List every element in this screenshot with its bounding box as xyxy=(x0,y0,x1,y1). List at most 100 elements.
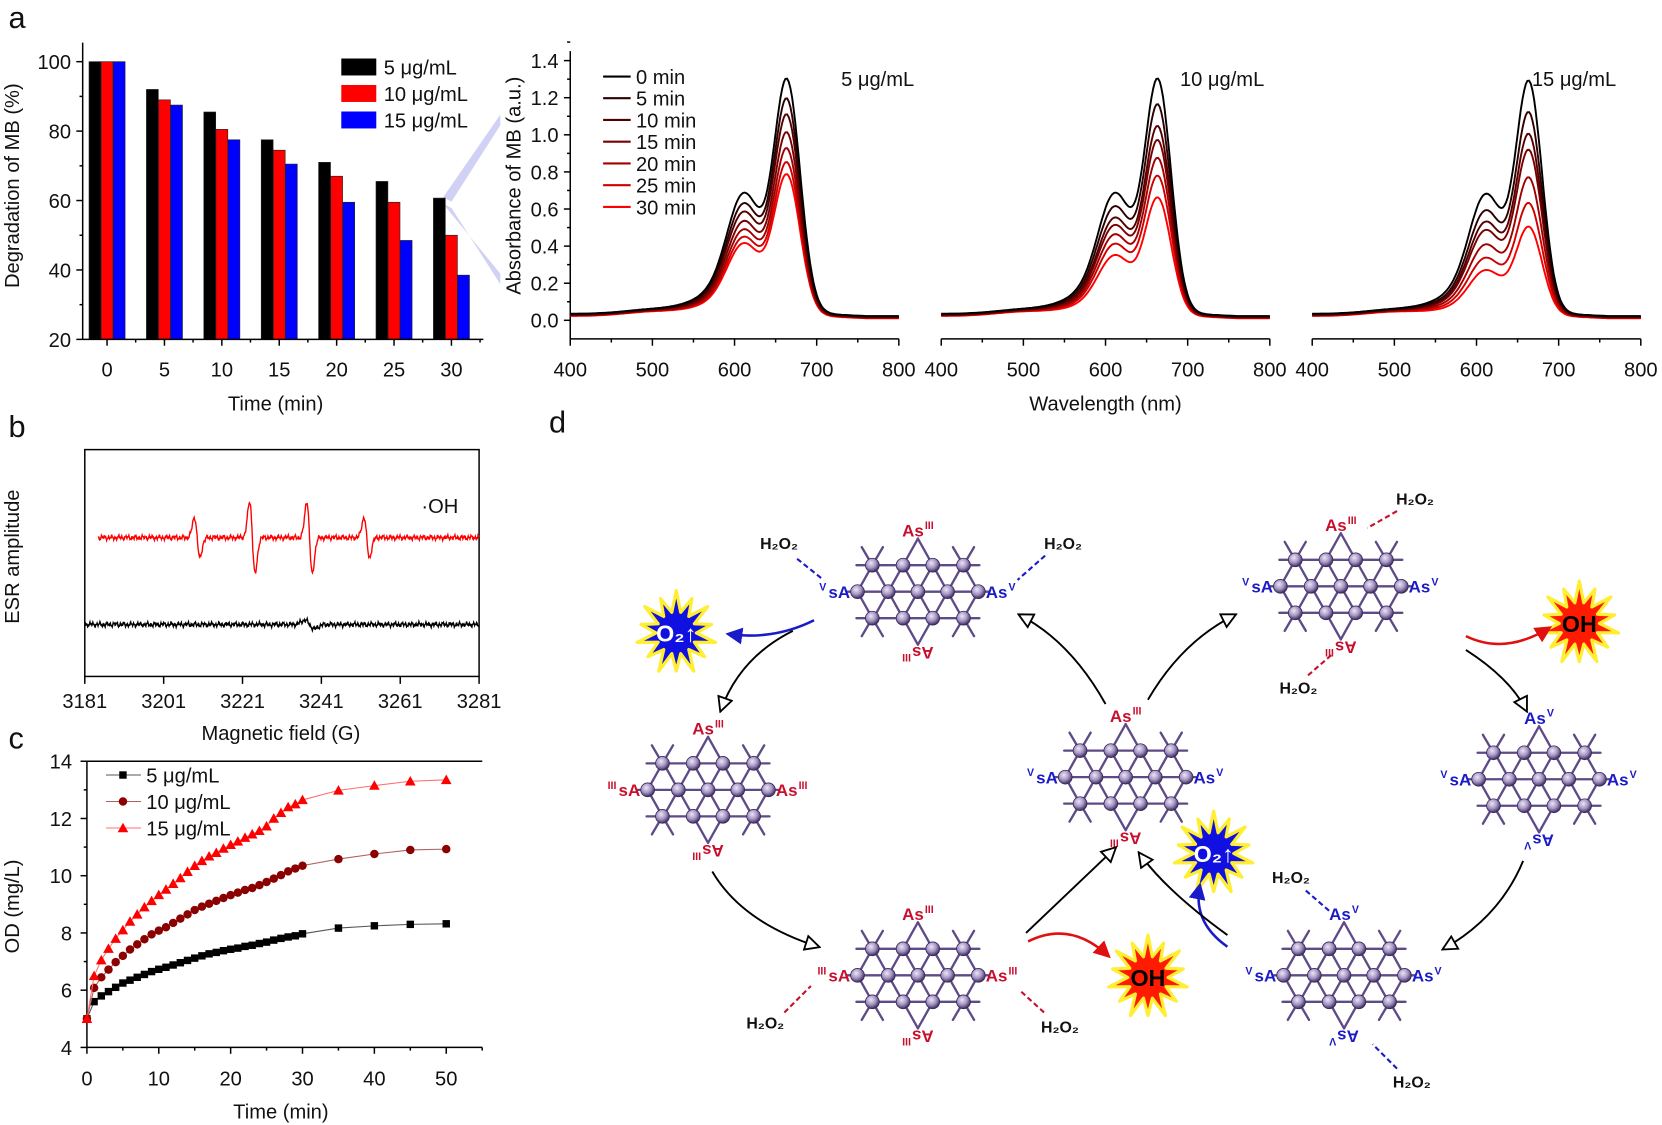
atom xyxy=(956,941,971,957)
data-point xyxy=(190,905,199,915)
legend-label: 20 min xyxy=(636,154,696,176)
data-point xyxy=(226,945,235,953)
atom xyxy=(940,968,955,983)
o2-release-burst-icon xyxy=(1172,809,1255,894)
oxidation-state: III xyxy=(1325,646,1334,658)
spectra-panel: 400 500 600 700 800 15 μg/mL xyxy=(1295,69,1657,381)
element-label: sA xyxy=(1450,771,1472,790)
atom xyxy=(1178,769,1194,785)
data-point xyxy=(233,888,243,897)
data-point xyxy=(334,924,343,932)
y-tick-label: 80 xyxy=(49,122,71,144)
oxidation-state: V xyxy=(819,582,826,594)
element-label: sA xyxy=(619,781,641,800)
y-tick-label: 12 xyxy=(50,809,72,831)
bar xyxy=(170,104,183,340)
oxidation-state: III xyxy=(1110,837,1119,849)
data-point xyxy=(262,877,271,887)
atom xyxy=(1382,994,1397,1010)
data-point xyxy=(246,828,258,839)
bar xyxy=(387,201,401,340)
esr-trace-oh xyxy=(97,501,480,575)
atom xyxy=(1321,941,1337,957)
atom xyxy=(1502,771,1517,787)
x-tick-label: 3281 xyxy=(457,691,502,713)
atom xyxy=(1318,552,1334,568)
as-label-right: AsV xyxy=(1409,576,1439,596)
data-point xyxy=(147,967,156,976)
x-tick-label: 0 xyxy=(81,1069,92,1091)
data-point xyxy=(191,954,199,962)
x-tick-label: 400 xyxy=(924,359,958,381)
y-tick-label: 14 xyxy=(50,752,72,774)
element-label: As xyxy=(1409,578,1431,597)
atom xyxy=(1103,743,1119,758)
spectrum-curve xyxy=(941,77,1270,318)
atom xyxy=(1379,605,1394,621)
data-point xyxy=(298,861,307,870)
element-label: As xyxy=(912,643,934,662)
data-point xyxy=(140,970,149,979)
data-point xyxy=(119,771,127,779)
bar xyxy=(285,163,298,340)
atom xyxy=(1351,994,1367,1010)
oxidation-state: V xyxy=(1027,767,1034,779)
x-tick-label: 500 xyxy=(1007,359,1041,381)
spectrum-curve xyxy=(570,77,899,318)
as-label-top: AsIII xyxy=(692,718,724,738)
as-label-top: AsIII xyxy=(902,520,934,540)
atom xyxy=(1118,769,1133,785)
x-tick-label: 500 xyxy=(1378,359,1412,381)
oh-series-label: ·OH xyxy=(421,496,458,518)
oxidation-state: III xyxy=(817,965,826,977)
as-label-right: AsIII xyxy=(986,965,1018,985)
element-label: As xyxy=(1110,707,1132,726)
data-point xyxy=(133,973,141,982)
element-label: As xyxy=(702,841,724,860)
data-point xyxy=(97,973,106,982)
oxidation-state: III xyxy=(799,780,808,792)
h2o2-label: H₂O₂ xyxy=(1041,1020,1079,1037)
atom xyxy=(1333,579,1349,594)
bar xyxy=(203,111,217,340)
atom xyxy=(1531,771,1547,787)
element-label: As xyxy=(692,720,714,739)
hydroxyl-radical-burst-icon xyxy=(1538,579,1621,664)
y-tick-label: 100 xyxy=(37,52,71,74)
data-point xyxy=(247,883,257,893)
x-axis-label: Time (min) xyxy=(233,1101,328,1123)
atom xyxy=(940,584,955,599)
atom xyxy=(880,968,896,983)
data-point xyxy=(282,801,294,812)
bar xyxy=(88,61,102,340)
interaction-dashed-line xyxy=(1305,889,1331,913)
as-label-bottom: AsIII xyxy=(1110,828,1142,848)
cycle-arrow-icon xyxy=(1025,848,1115,934)
data-point xyxy=(132,940,142,949)
data-point xyxy=(167,878,179,888)
panel-concentration-label: 10 μg/mL xyxy=(1180,69,1264,91)
atom xyxy=(895,610,911,626)
as-label-right: AsV xyxy=(1607,769,1637,789)
oxidation-state: III xyxy=(715,718,724,730)
spectra-panel: 400 500 600 700 800 10 μg/mL xyxy=(924,69,1286,381)
x-tick-label: 5 xyxy=(159,359,170,381)
oxidation-state: V xyxy=(1352,904,1359,916)
atom xyxy=(925,557,941,573)
y-axis-label: Degradation of MB (%) xyxy=(2,83,24,288)
data-point xyxy=(176,914,185,923)
atom xyxy=(1577,798,1592,814)
data-point xyxy=(146,895,157,906)
oxidation-state: V xyxy=(1216,767,1223,779)
element-label: As xyxy=(902,522,924,541)
as-label-right: AsV xyxy=(1194,767,1224,787)
atom xyxy=(925,941,941,957)
x-tick-label: 600 xyxy=(1460,359,1494,381)
bar xyxy=(272,149,286,340)
y-tick-label: 0.6 xyxy=(531,199,559,221)
bar xyxy=(342,201,355,340)
data-point xyxy=(205,950,213,958)
interaction-dashed-line xyxy=(1307,653,1334,677)
